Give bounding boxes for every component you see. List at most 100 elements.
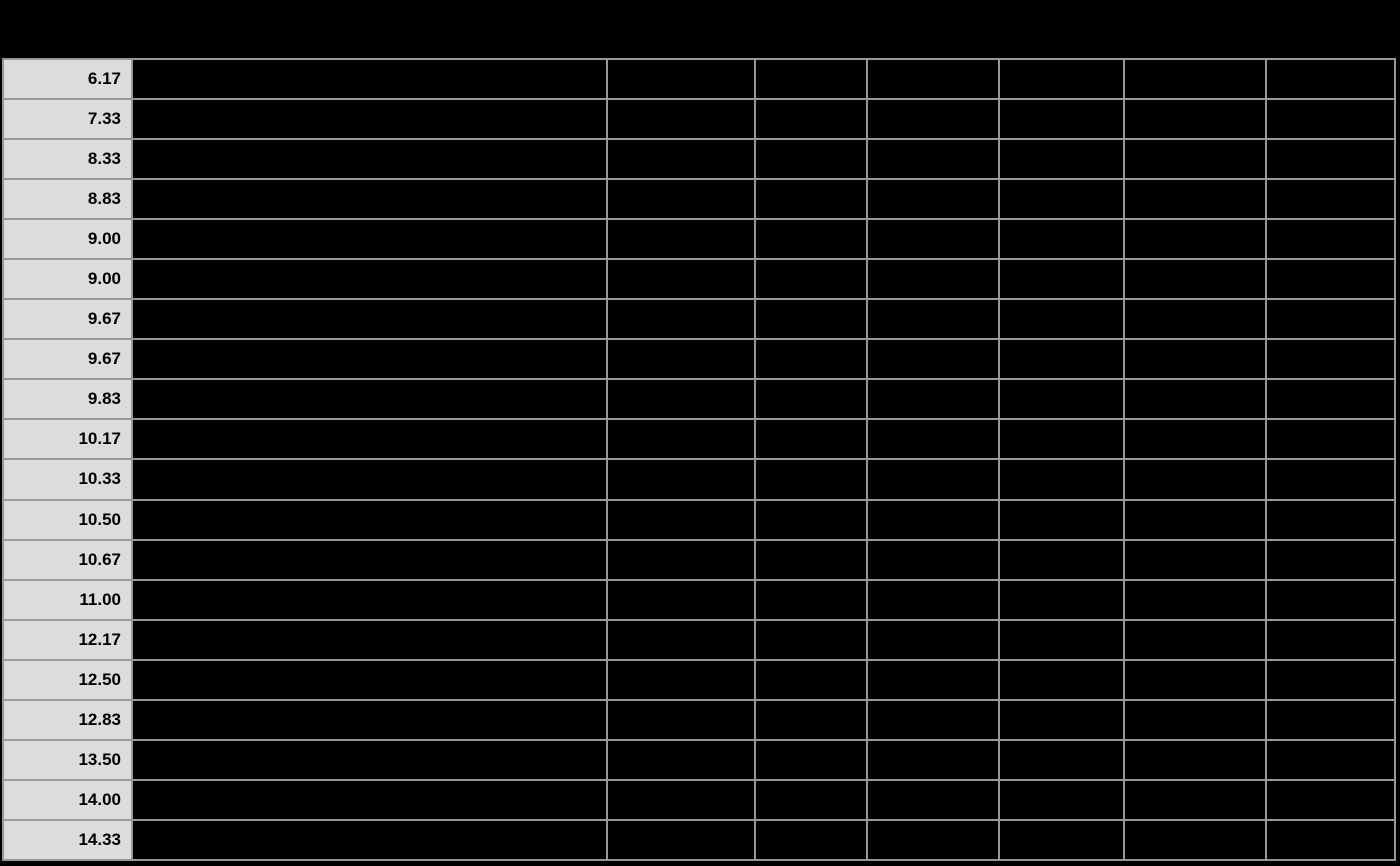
table-row: 9.83 (2, 378, 1396, 421)
empty-cell (131, 498, 608, 541)
empty-cell (998, 818, 1125, 862)
row-header-cell: 12.83 (2, 698, 133, 741)
empty-cell (866, 458, 1000, 501)
empty-cell (754, 57, 868, 101)
empty-cell (1265, 57, 1396, 101)
empty-cell (131, 618, 608, 661)
empty-cell (606, 178, 756, 221)
row-header-cell: 12.50 (2, 658, 133, 701)
empty-cell (866, 818, 1000, 862)
table-row: 10.17 (2, 418, 1396, 461)
empty-cell (754, 738, 868, 781)
empty-cell (1123, 178, 1267, 221)
empty-cell (998, 418, 1125, 461)
empty-cell (1123, 578, 1267, 621)
empty-cell (131, 218, 608, 261)
table-row: 10.33 (2, 458, 1396, 501)
empty-cell (866, 98, 1000, 141)
empty-cell (131, 138, 608, 181)
empty-cell (131, 538, 608, 581)
empty-cell (754, 178, 868, 221)
empty-cell (606, 578, 756, 621)
empty-cell (606, 538, 756, 581)
empty-cell (131, 298, 608, 341)
table-row: 9.00 (2, 218, 1396, 261)
table-row: 12.83 (2, 698, 1396, 741)
empty-cell (866, 57, 1000, 101)
table-row: 10.50 (2, 498, 1396, 541)
row-header-cell: 14.00 (2, 778, 133, 821)
empty-cell (606, 658, 756, 701)
empty-cell (866, 418, 1000, 461)
row-header-cell: 9.67 (2, 338, 133, 381)
empty-cell (606, 738, 756, 781)
row-header-cell: 7.33 (2, 98, 133, 141)
empty-cell (1265, 138, 1396, 181)
empty-cell (1265, 418, 1396, 461)
empty-cell (754, 338, 868, 381)
row-header-cell: 10.17 (2, 418, 133, 461)
empty-cell (606, 138, 756, 181)
empty-cell (1265, 178, 1396, 221)
empty-cell (131, 178, 608, 221)
table-row: 9.67 (2, 298, 1396, 341)
empty-cell (1265, 778, 1396, 821)
empty-cell (998, 658, 1125, 701)
empty-cell (131, 818, 608, 862)
empty-cell (998, 538, 1125, 581)
empty-cell (754, 778, 868, 821)
empty-cell (606, 98, 756, 141)
empty-cell (606, 418, 756, 461)
empty-cell (1265, 538, 1396, 581)
empty-cell (1265, 818, 1396, 862)
empty-cell (606, 218, 756, 261)
empty-cell (998, 698, 1125, 741)
table-row: 12.17 (2, 618, 1396, 661)
empty-cell (754, 218, 868, 261)
table-row: 7.33 (2, 98, 1396, 141)
empty-cell (998, 98, 1125, 141)
empty-cell (1265, 618, 1396, 661)
empty-cell (754, 618, 868, 661)
empty-cell (131, 418, 608, 461)
row-header-cell: 9.83 (2, 378, 133, 421)
empty-cell (866, 498, 1000, 541)
row-header-cell: 10.67 (2, 538, 133, 581)
empty-cell (1123, 418, 1267, 461)
empty-cell (754, 498, 868, 541)
row-header-cell: 9.67 (2, 298, 133, 341)
empty-cell (131, 258, 608, 301)
row-header-cell: 12.17 (2, 618, 133, 661)
empty-cell (754, 698, 868, 741)
empty-cell (998, 578, 1125, 621)
empty-cell (1123, 458, 1267, 501)
empty-cell (606, 378, 756, 421)
data-table-body: 6.17 7.33 8.33 8.83 9.00 9.00 9.67 9.67 9.83 10.1… (2, 57, 1396, 862)
row-header-cell: 8.33 (2, 138, 133, 181)
empty-cell (131, 458, 608, 501)
empty-cell (131, 378, 608, 421)
empty-cell (998, 258, 1125, 301)
empty-cell (1265, 658, 1396, 701)
empty-cell (131, 98, 608, 141)
empty-cell (1123, 498, 1267, 541)
empty-cell (1265, 578, 1396, 621)
empty-cell (1265, 258, 1396, 301)
empty-cell (606, 618, 756, 661)
empty-cell (1123, 818, 1267, 862)
empty-cell (754, 418, 868, 461)
empty-cell (754, 658, 868, 701)
empty-cell (998, 738, 1125, 781)
empty-cell (754, 138, 868, 181)
empty-cell (1123, 378, 1267, 421)
empty-cell (866, 258, 1000, 301)
empty-cell (866, 578, 1000, 621)
empty-cell (1123, 218, 1267, 261)
empty-cell (866, 138, 1000, 181)
empty-cell (1123, 338, 1267, 381)
empty-cell (1265, 218, 1396, 261)
empty-cell (866, 618, 1000, 661)
empty-cell (998, 378, 1125, 421)
empty-cell (131, 738, 608, 781)
empty-cell (1265, 458, 1396, 501)
